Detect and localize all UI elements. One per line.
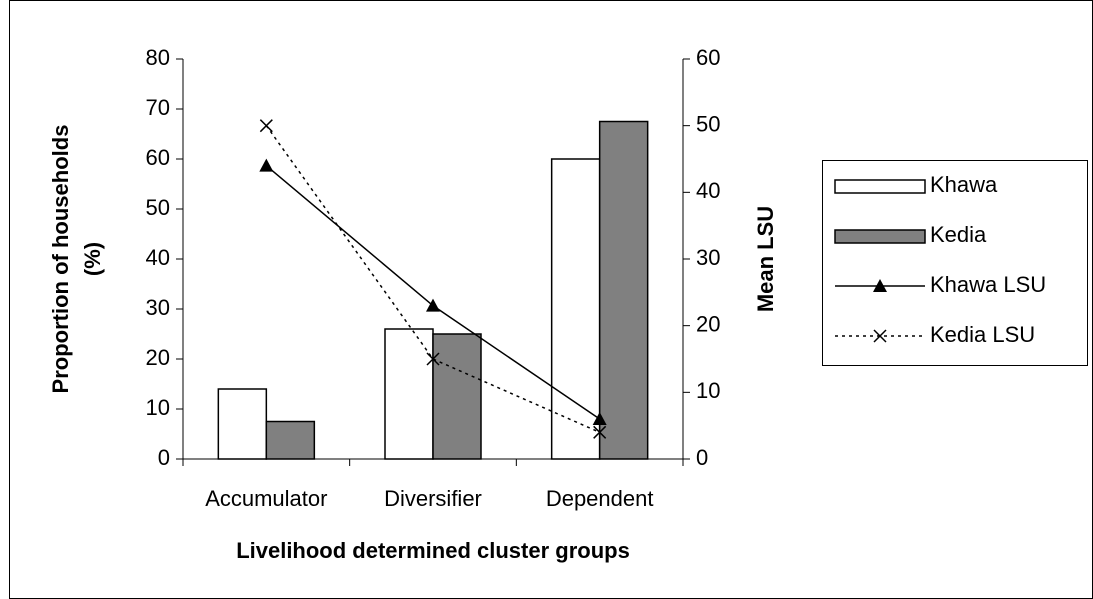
legend: [822, 160, 1088, 366]
line: [265, 125, 600, 434]
y2-tick-label: 30: [696, 245, 720, 270]
legend-swatch: [834, 179, 926, 194]
bar: [265, 420, 316, 460]
marker: [259, 158, 274, 172]
y-tick-label: 40: [146, 245, 170, 270]
legend-label: Kedia LSU: [930, 322, 1035, 347]
marker: [426, 298, 440, 312]
y-tick-label: 30: [146, 295, 170, 320]
marker: [592, 412, 607, 425]
y2-tick-label: 50: [696, 111, 720, 136]
marker: [259, 119, 273, 133]
bar: [432, 333, 482, 460]
legend-label: Khawa: [930, 172, 998, 197]
y-tick-label: 50: [146, 195, 170, 220]
y-tick-label: 70: [146, 95, 170, 120]
x-tick-label: Accumulator: [205, 486, 327, 511]
y-tick-label: 20: [146, 345, 170, 370]
legend-marker: [873, 279, 887, 292]
y-tick-label: 60: [146, 145, 170, 170]
legend-label: Khawa LSU: [930, 272, 1046, 297]
y2-tick-label: 10: [696, 378, 720, 403]
bar: [550, 158, 601, 460]
y2-axis-label: Mean LSU: [753, 206, 778, 312]
y2-tick-label: 60: [696, 45, 720, 70]
x-axis-label: Livelihood determined cluster groups: [236, 538, 630, 563]
bar: [598, 120, 649, 460]
marker: [426, 352, 440, 366]
y2-tick-label: 0: [696, 445, 708, 470]
x-tick-label: Dependent: [546, 486, 654, 511]
y-tick-label: 0: [158, 445, 170, 470]
y-tick-label: 10: [146, 395, 170, 420]
bar: [384, 328, 434, 460]
y2-tick-label: 40: [696, 178, 720, 203]
y2-tick-label: 20: [696, 311, 720, 336]
x-tick-label: Diversifier: [384, 486, 482, 511]
legend-label: Kedia: [930, 222, 987, 247]
legend-marker: [873, 329, 887, 343]
y-tick-label: 80: [146, 45, 170, 70]
bar: [217, 388, 268, 460]
y-axis-label: (%): [80, 242, 105, 276]
legend-swatch: [834, 229, 926, 244]
y-axis-label: Proportion of households: [48, 125, 73, 394]
marker: [593, 425, 607, 439]
